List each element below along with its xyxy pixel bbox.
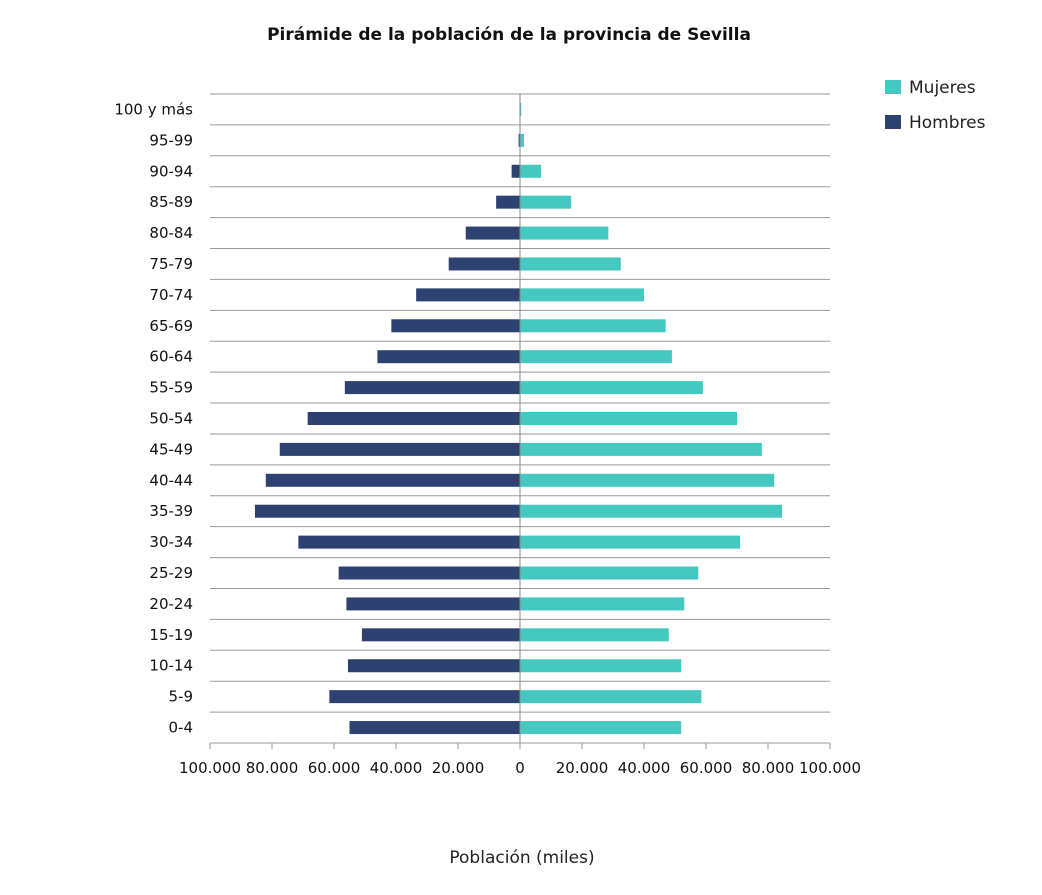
bars bbox=[254, 102, 782, 735]
category-label: 5-9 bbox=[169, 688, 194, 706]
x-tick-label: 40.000 bbox=[618, 759, 671, 777]
bar-hombres-12 bbox=[265, 473, 520, 487]
category-label: 25-29 bbox=[149, 564, 193, 582]
bar-hombres-3 bbox=[496, 195, 520, 209]
x-tick-label: 0 bbox=[515, 759, 525, 777]
category-label: 75-79 bbox=[149, 255, 193, 273]
x-tick-label: 80.000 bbox=[246, 759, 299, 777]
bar-mujeres-19 bbox=[520, 690, 702, 704]
category-label: 0-4 bbox=[169, 719, 194, 737]
bar-mujeres-5 bbox=[520, 257, 621, 271]
legend-label-mujeres: Mujeres bbox=[909, 78, 976, 98]
bar-mujeres-10 bbox=[520, 412, 737, 425]
bar-hombres-17 bbox=[361, 628, 520, 642]
category-label: 100 y más bbox=[114, 100, 193, 118]
bar-hombres-14 bbox=[298, 535, 520, 549]
category-label: 70-74 bbox=[149, 286, 193, 304]
category-label: 65-69 bbox=[149, 317, 193, 335]
legend-swatch-mujeres bbox=[885, 80, 901, 94]
x-tick-label: 20.000 bbox=[556, 759, 609, 777]
legend: Mujeres Hombres bbox=[885, 78, 986, 133]
category-label: 20-24 bbox=[149, 595, 193, 613]
category-label: 30-34 bbox=[149, 533, 193, 551]
bar-mujeres-13 bbox=[520, 504, 782, 518]
bar-mujeres-1 bbox=[520, 133, 525, 147]
bar-hombres-4 bbox=[465, 226, 520, 240]
bar-mujeres-20 bbox=[520, 721, 682, 735]
category-label: 55-59 bbox=[149, 379, 193, 397]
bar-hombres-5 bbox=[448, 257, 520, 271]
bar-hombres-15 bbox=[338, 566, 520, 580]
bar-mujeres-16 bbox=[520, 597, 685, 611]
bar-hombres-6 bbox=[416, 288, 520, 302]
bar-hombres-7 bbox=[391, 319, 520, 333]
category-label: 95-99 bbox=[149, 131, 193, 149]
bar-mujeres-14 bbox=[520, 535, 741, 549]
x-tick-label: 100.000 bbox=[799, 759, 861, 777]
category-label: 90-94 bbox=[149, 162, 193, 180]
x-tick-label: 100.000 bbox=[179, 759, 241, 777]
bar-hombres-16 bbox=[346, 597, 520, 611]
x-tick-label: 60.000 bbox=[680, 759, 733, 777]
bar-hombres-18 bbox=[347, 659, 520, 673]
bar-mujeres-7 bbox=[520, 319, 666, 333]
category-label: 40-44 bbox=[149, 471, 193, 489]
category-labels: 100 y más 95-99 90-94 85-89 80-84 75-79 70-74 6… bbox=[114, 100, 193, 736]
bar-mujeres-9 bbox=[520, 381, 703, 395]
bar-mujeres-8 bbox=[520, 350, 672, 364]
bar-hombres-9 bbox=[344, 381, 520, 395]
legend-swatch-hombres bbox=[885, 115, 901, 129]
category-label: 50-54 bbox=[149, 410, 193, 428]
bar-mujeres-4 bbox=[520, 226, 609, 240]
bar-mujeres-0 bbox=[520, 102, 522, 116]
category-label: 85-89 bbox=[149, 193, 193, 211]
bar-hombres-13 bbox=[254, 504, 520, 518]
bar-hombres-8 bbox=[377, 350, 520, 364]
bar-mujeres-15 bbox=[520, 566, 699, 580]
bar-mujeres-3 bbox=[520, 195, 572, 209]
category-label: 35-39 bbox=[149, 502, 193, 520]
bar-hombres-11 bbox=[279, 442, 520, 456]
x-tick-label: 80.000 bbox=[742, 759, 795, 777]
chart-title: Pirámide de la población de la provincia… bbox=[267, 25, 751, 45]
bar-mujeres-6 bbox=[520, 288, 644, 302]
x-tick-label: 20.000 bbox=[432, 759, 485, 777]
bar-hombres-10 bbox=[307, 412, 520, 425]
category-label: 60-64 bbox=[149, 348, 193, 366]
category-label: 15-19 bbox=[149, 626, 193, 644]
bar-mujeres-11 bbox=[520, 442, 762, 456]
x-axis-title: Población (miles) bbox=[449, 848, 594, 868]
bar-hombres-19 bbox=[329, 690, 520, 704]
bar-mujeres-12 bbox=[520, 473, 775, 487]
bar-mujeres-18 bbox=[520, 659, 682, 673]
category-label: 45-49 bbox=[149, 440, 193, 458]
category-label: 10-14 bbox=[149, 657, 193, 675]
x-tick-label: 40.000 bbox=[370, 759, 423, 777]
x-axis: 100.000 80.000 60.000 40.000 20.000 0 20.000 40… bbox=[179, 94, 861, 777]
legend-label-hombres: Hombres bbox=[909, 113, 986, 133]
bar-hombres-2 bbox=[511, 164, 520, 178]
bar-hombres-1 bbox=[518, 133, 520, 147]
x-tick-label: 60.000 bbox=[308, 759, 361, 777]
bar-mujeres-17 bbox=[520, 628, 669, 642]
bar-hombres-20 bbox=[349, 721, 520, 735]
bar-mujeres-2 bbox=[520, 164, 542, 178]
category-label: 80-84 bbox=[149, 224, 193, 242]
